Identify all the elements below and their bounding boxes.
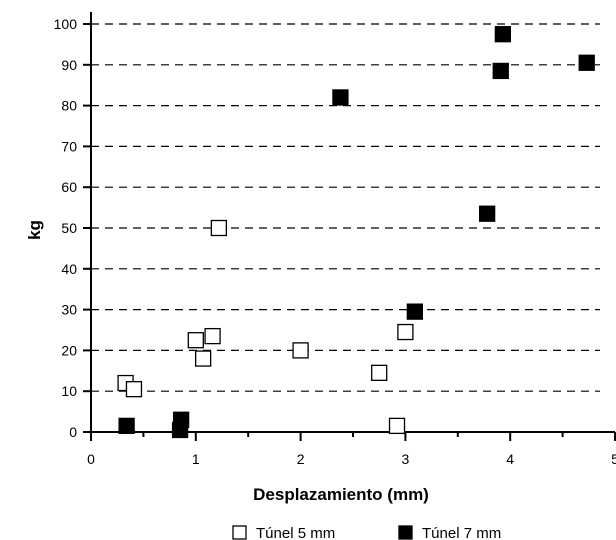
legend-marker-open-square — [232, 525, 247, 540]
y-tick-label-10: 10 — [61, 383, 77, 399]
y-tick-label-0: 0 — [69, 424, 77, 440]
legend-label-series-2: Túnel 7 mm — [422, 525, 501, 540]
x-tick-label-4: 4 — [506, 451, 514, 467]
x-tick-label-5: 5 — [611, 451, 616, 467]
point-series-1-4 — [194, 350, 212, 367]
x-axis-title: Desplazamiento (mm) — [253, 485, 429, 504]
point-series-2-6 — [478, 205, 496, 222]
y-axis-title: kg — [25, 220, 44, 240]
y-tick-label-100: 100 — [54, 16, 78, 32]
x-tick-label-3: 3 — [402, 451, 410, 467]
x-tick-label-0: 0 — [87, 451, 95, 467]
point-series-1-9 — [388, 417, 406, 435]
point-series-2-5 — [406, 303, 423, 320]
y-tick-label-40: 40 — [61, 261, 77, 277]
point-series-1-6 — [210, 219, 228, 237]
point-series-2-7 — [492, 62, 509, 80]
axis-ticks — [83, 23, 616, 441]
y-tick-label-30: 30 — [61, 302, 77, 318]
point-series-1-10 — [397, 323, 414, 341]
x-tick-label-2: 2 — [297, 451, 305, 467]
y-tick-label-90: 90 — [61, 57, 77, 73]
data-points — [117, 26, 595, 439]
y-tick-label-70: 70 — [61, 138, 77, 154]
point-series-1-7 — [292, 342, 309, 359]
point-series-1-2 — [125, 381, 143, 398]
y-tick-label-60: 60 — [61, 179, 77, 195]
x-tick-label-1: 1 — [192, 451, 200, 467]
point-series-2-1 — [118, 417, 135, 435]
point-series-2-8 — [494, 26, 512, 43]
grid-lines — [91, 23, 600, 392]
point-series-2-4 — [332, 89, 349, 106]
point-series-1-3 — [187, 332, 204, 349]
legend-label-series-1: Túnel 5 mm — [256, 525, 335, 540]
legend-marker-filled-square — [398, 525, 413, 540]
y-tick-label-20: 20 — [61, 342, 77, 358]
axes — [90, 12, 615, 433]
y-tick-label-50: 50 — [61, 220, 77, 236]
y-tick-label-80: 80 — [61, 98, 77, 114]
point-series-1-5 — [204, 327, 221, 345]
tick-labels: 0 10 20 30 40 50 60 70 80 90 100 0 1 2 3 4 5 — [54, 16, 616, 467]
point-series-2-9 — [578, 54, 595, 71]
point-series-1-8 — [371, 364, 388, 381]
legend: Túnel 5 mm Túnel 7 mm — [232, 525, 501, 540]
point-series-2-3 — [172, 411, 190, 428]
